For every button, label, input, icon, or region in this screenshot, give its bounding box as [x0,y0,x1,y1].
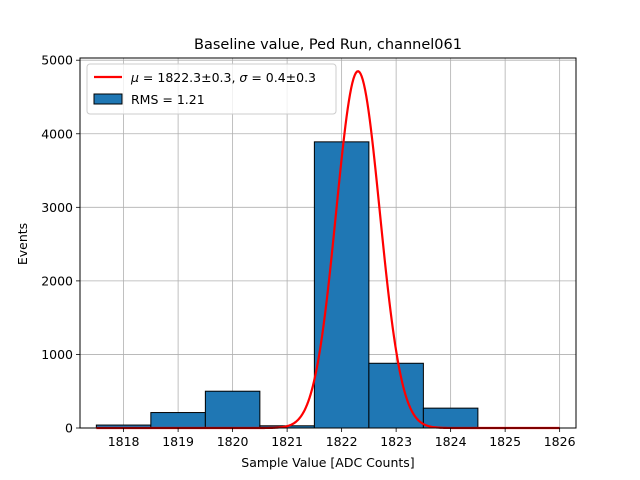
y-tick-label: 1000 [41,347,73,362]
x-tick-label: 1819 [162,434,194,449]
x-tick-label: 1822 [326,434,358,449]
legend-box [86,63,337,115]
histogram-bar [204,390,261,429]
legend-sigma-symbol: σ [239,70,248,85]
x-axis-ticks: 1818 1819 1820 1821 1822 1823 1824 1825 1826 [108,428,576,449]
x-tick-label: 1820 [217,434,249,449]
x-tick-label: 1821 [271,434,303,449]
histogram-bar [422,407,479,429]
histogram-bars [95,141,479,429]
x-tick-label: 1823 [380,434,412,449]
y-tick-label: 2000 [41,273,73,288]
legend-histogram-label: RMS = 1.21 [131,92,205,107]
legend-sigma-value: = 0.4±0.3 [247,70,316,85]
y-tick-label: 4000 [41,126,73,141]
legend-histogram-swatch [93,93,123,105]
x-tick-label: 1825 [489,434,521,449]
x-axis-label: Sample Value [ADC Counts] [241,455,414,470]
y-axis-ticks: 0 1000 2000 3000 4000 5000 [41,53,80,436]
legend-mu-value: = 1822.3±0.3, [139,70,239,85]
y-tick-label: 0 [65,421,73,436]
plot-area-frame [79,57,577,429]
histogram-bar [313,141,370,429]
y-axis-label: Events [15,223,30,265]
legend-fit-label: μ = 1822.3±0.3, σ = 0.4±0.3 [130,70,316,85]
legend-mu-symbol: μ [130,70,139,85]
chart-title: Baseline value, Ped Run, channel061 [194,37,462,53]
legend: μ = 1822.3±0.3, σ = 0.4±0.3 RMS = 1.21 [86,63,337,115]
histogram-bar [150,412,206,429]
y-tick-label: 5000 [41,53,73,68]
x-tick-label: 1826 [544,434,576,449]
y-tick-label: 3000 [41,200,73,215]
x-tick-label: 1818 [108,434,140,449]
x-tick-label: 1824 [435,434,467,449]
